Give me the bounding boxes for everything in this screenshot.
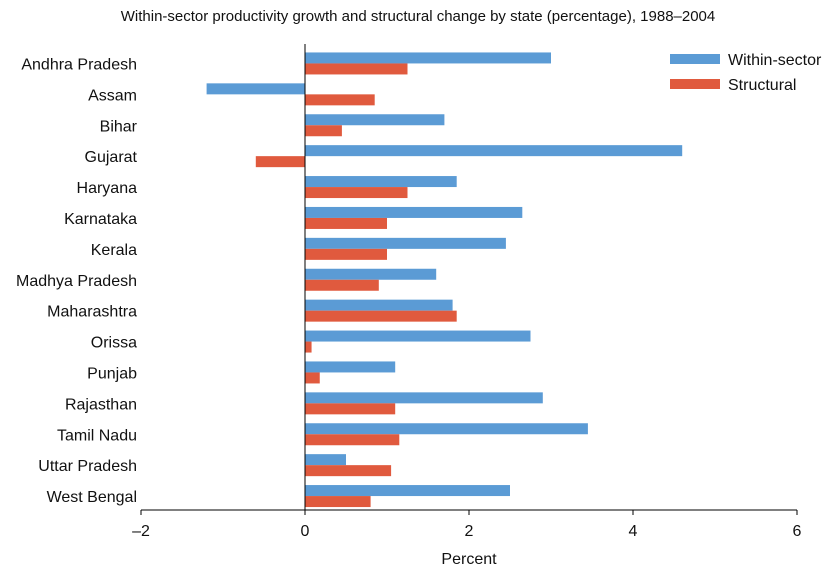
category-label-maharashtra: Maharashtra: [47, 304, 137, 321]
category-label-uttar-pradesh: Uttar Pradesh: [38, 458, 137, 475]
axes-layer: –2 0 2 4 6: [132, 44, 802, 540]
x-axis-title: Percent: [441, 551, 497, 568]
bar-within-sector-maharashtra: [305, 299, 453, 311]
bar-structural-andhra-pradesh: [305, 63, 408, 75]
bar-within-sector-andhra-pradesh: [305, 52, 551, 64]
legend: Within-sector Structural: [670, 52, 822, 94]
bar-within-sector-tamil-nadu: [305, 423, 588, 435]
x-tick-label-1: 0: [301, 523, 310, 540]
bar-structural-madhya-pradesh: [305, 279, 379, 291]
legend-swatch-within-sector: [670, 54, 720, 64]
bar-structural-kerala: [305, 248, 387, 260]
bar-structural-gujarat: [255, 156, 305, 168]
bar-within-sector-orissa: [305, 330, 531, 342]
bar-within-sector-gujarat: [305, 145, 683, 157]
x-tick-label-4: 6: [793, 523, 802, 540]
x-tick-label-2: 2: [465, 523, 474, 540]
bar-structural-assam: [305, 94, 375, 106]
bar-structural-orissa: [305, 341, 312, 353]
bar-structural-rajasthan: [305, 403, 396, 415]
x-tick-label-3: 4: [629, 523, 638, 540]
bar-within-sector-west-bengal: [305, 485, 510, 497]
category-label-haryana: Haryana: [77, 180, 138, 197]
bar-structural-karnataka: [305, 217, 387, 229]
category-label-karnataka: Karnataka: [64, 211, 137, 228]
bar-within-sector-assam: [206, 83, 305, 95]
category-label-bihar: Bihar: [100, 118, 138, 135]
bars-layer: [206, 52, 683, 508]
bar-structural-punjab: [305, 372, 320, 384]
legend-swatch-structural: [670, 79, 720, 89]
bar-within-sector-bihar: [305, 114, 445, 126]
bar-within-sector-punjab: [305, 361, 396, 373]
category-labels: Andhra Pradesh Assam Bihar Gujarat Haryana Ka…: [16, 56, 138, 506]
bar-structural-haryana: [305, 187, 408, 199]
category-label-west-bengal: West Bengal: [47, 489, 137, 506]
category-label-madhya-pradesh: Madhya Pradesh: [16, 273, 137, 290]
x-tick-label-0: –2: [132, 523, 150, 540]
bar-within-sector-karnataka: [305, 206, 523, 218]
bar-within-sector-madhya-pradesh: [305, 268, 437, 280]
legend-label-structural: Structural: [728, 77, 796, 94]
category-label-assam: Assam: [88, 87, 137, 104]
bar-within-sector-kerala: [305, 237, 506, 249]
category-label-orissa: Orissa: [91, 335, 137, 352]
bar-within-sector-rajasthan: [305, 392, 543, 404]
bar-structural-maharashtra: [305, 310, 457, 322]
bar-structural-tamil-nadu: [305, 434, 400, 446]
legend-label-within-sector: Within-sector: [728, 52, 822, 69]
category-label-punjab: Punjab: [87, 365, 137, 382]
chart-title: Within-sector productivity growth and st…: [120, 8, 716, 25]
category-label-rajasthan: Rajasthan: [65, 396, 137, 413]
category-label-tamil-nadu: Tamil Nadu: [57, 427, 137, 444]
category-label-gujarat: Gujarat: [85, 149, 138, 166]
category-label-kerala: Kerala: [91, 242, 137, 259]
bar-within-sector-uttar-pradesh: [305, 454, 346, 466]
bar-structural-west-bengal: [305, 496, 371, 508]
category-label-andhra-pradesh: Andhra Pradesh: [21, 56, 137, 73]
bar-structural-uttar-pradesh: [305, 465, 392, 477]
bar-within-sector-haryana: [305, 176, 457, 188]
bar-structural-bihar: [305, 125, 342, 137]
